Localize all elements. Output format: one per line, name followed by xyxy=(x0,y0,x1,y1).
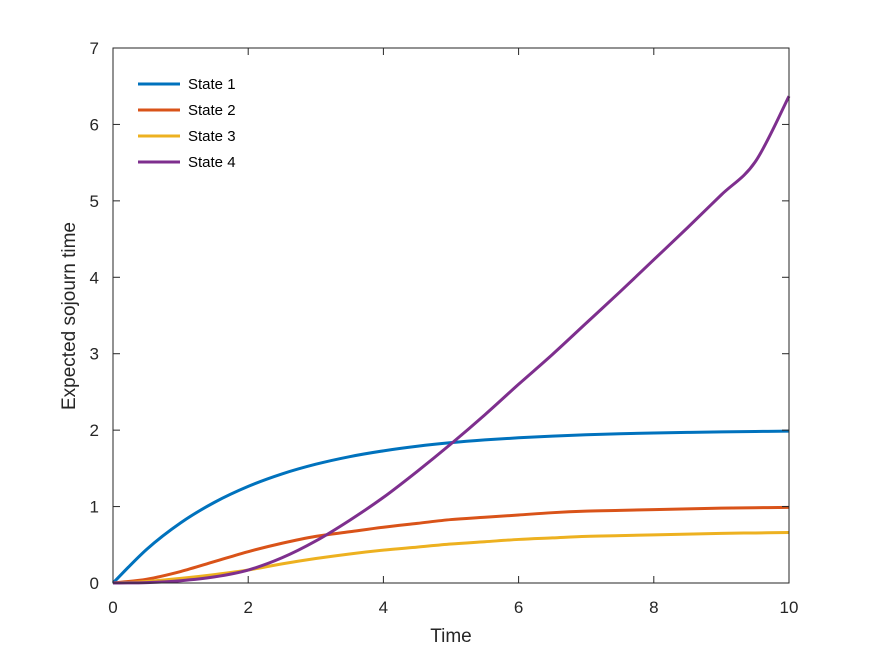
y-tick-label: 2 xyxy=(90,421,99,440)
legend-label-1: State 1 xyxy=(188,76,236,93)
x-tick-label: 6 xyxy=(514,598,523,617)
series-line-3 xyxy=(112,531,790,585)
y-axis-ticks: 0 1 2 3 4 5 6 7 xyxy=(90,39,789,593)
legend-label-3: State 3 xyxy=(188,128,236,145)
y-tick-label: 6 xyxy=(90,115,99,134)
x-tick-label: 8 xyxy=(649,598,658,617)
series-line-4 xyxy=(112,95,791,585)
axes-box xyxy=(112,47,790,584)
y-tick-label: 5 xyxy=(90,192,99,211)
y-tick-label: 4 xyxy=(90,268,99,287)
legend-label-2: State 2 xyxy=(188,102,236,119)
y-axis-label: Expected sojourn time xyxy=(59,222,80,410)
x-tick-label: 4 xyxy=(379,598,388,617)
x-tick-label: 10 xyxy=(780,598,799,617)
y-tick-label: 3 xyxy=(90,345,99,364)
x-tick-label: 0 xyxy=(108,598,117,617)
legend-label-4: State 4 xyxy=(188,154,236,171)
x-axis-ticks: 0 2 4 6 8 10 xyxy=(108,48,798,617)
x-axis-label: Time xyxy=(430,626,472,647)
y-tick-label: 1 xyxy=(90,498,99,517)
y-tick-label: 0 xyxy=(90,574,99,593)
plot-area xyxy=(111,95,791,585)
y-tick-label: 7 xyxy=(90,39,99,58)
x-tick-label: 2 xyxy=(243,598,252,617)
legend: State 1 State 2 State 3 State 4 xyxy=(138,76,236,171)
series-line-2 xyxy=(112,505,790,585)
